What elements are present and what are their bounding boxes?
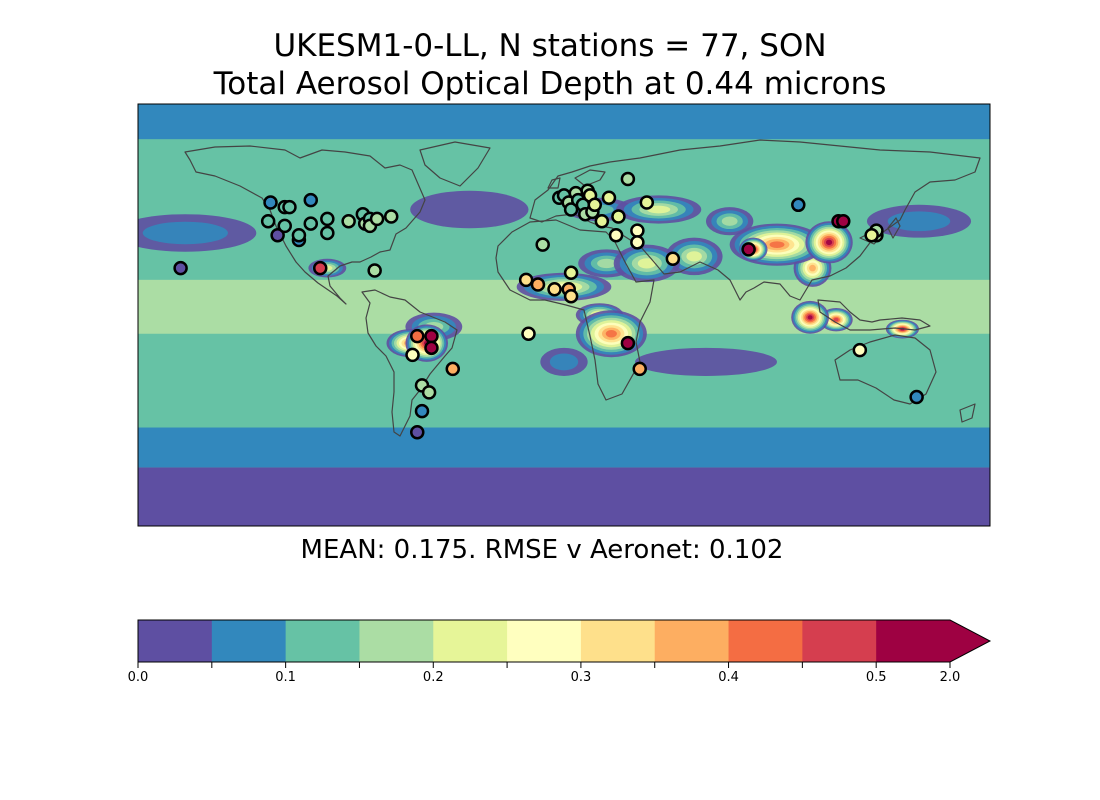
station-marker — [383, 209, 399, 224]
aod-field-band — [138, 467, 990, 526]
station-marker — [563, 288, 579, 304]
station-marker — [741, 242, 756, 257]
station-marker — [620, 335, 636, 351]
aod-field-contour — [887, 211, 951, 232]
station-marker — [791, 197, 806, 213]
colorbar-tick-label: 0.3 — [570, 670, 592, 685]
aod-field-contour — [410, 190, 529, 229]
colorbar-tick-label: 0.4 — [718, 670, 739, 685]
colorbar-tick-label: 0.5 — [865, 670, 887, 685]
colorbar-bin — [728, 620, 803, 662]
station-marker — [367, 263, 382, 278]
aod-field-contour — [142, 221, 228, 245]
station-marker — [421, 385, 437, 400]
colorbar-bin — [802, 620, 877, 662]
aod-field-contour — [635, 347, 777, 376]
station-marker — [632, 361, 647, 377]
station-marker — [909, 389, 924, 405]
colorbar-tick-label: 0.2 — [422, 670, 444, 685]
station-marker — [630, 235, 645, 250]
station-marker — [303, 216, 319, 231]
aod-field-layer — [138, 104, 990, 526]
colorbar-bin — [580, 620, 656, 662]
station-marker — [530, 277, 546, 292]
station-marker — [173, 260, 188, 276]
aod-field-band — [138, 427, 990, 468]
station-marker — [320, 211, 335, 227]
colorbar — [137, 619, 992, 668]
station-markers — [173, 171, 924, 440]
station-marker — [601, 190, 617, 206]
colorbar-tick-label: 0.0 — [127, 670, 149, 685]
mean-rmse-text: MEAN: 0.175. RMSE v Aeronet: 0.102 — [300, 535, 784, 565]
colorbar-bin — [433, 620, 508, 662]
station-marker — [405, 347, 420, 363]
aod-field-band — [138, 104, 990, 140]
aod-field-contour — [833, 318, 839, 322]
station-marker — [864, 228, 879, 243]
colorbar-bin — [359, 620, 434, 662]
station-marker — [563, 202, 579, 217]
station-marker — [852, 342, 868, 358]
colorbar-tick-label: 0.1 — [275, 670, 296, 685]
station-marker — [587, 197, 603, 213]
station-marker — [611, 209, 626, 224]
station-marker — [445, 361, 461, 377]
station-marker — [521, 326, 536, 342]
aod-field-contour — [825, 239, 833, 246]
station-marker — [410, 328, 425, 344]
station-marker — [369, 211, 385, 227]
aod-field-contour — [721, 216, 738, 226]
chart-title: UKESM1-0-LL, N stations = 77, SON — [273, 28, 827, 64]
colorbar-bin — [507, 620, 582, 662]
aod-field-contour — [807, 315, 813, 320]
station-marker — [608, 228, 624, 243]
station-marker — [594, 213, 610, 229]
station-marker — [665, 251, 681, 266]
station-marker — [424, 340, 439, 356]
colorbar-bin — [654, 620, 730, 662]
aod-field-contour — [769, 241, 785, 248]
aod-field-contour — [809, 264, 816, 272]
station-marker — [341, 213, 356, 229]
colorbar-bin — [285, 620, 360, 662]
station-marker — [424, 328, 439, 344]
aod-field-contour — [549, 353, 579, 371]
map-frame — [137, 103, 991, 527]
aod-field-contour — [637, 258, 656, 269]
colorbar-tick-label: 2.0 — [939, 670, 961, 685]
aod-field-contour — [686, 251, 702, 262]
aod-field-contour — [605, 330, 617, 338]
colorbar-bin — [138, 620, 213, 662]
station-marker — [312, 260, 328, 276]
station-marker — [620, 171, 636, 187]
station-marker — [836, 213, 851, 229]
station-marker — [630, 223, 645, 238]
colorbar-extend-arrow — [876, 620, 990, 662]
station-marker — [410, 424, 425, 440]
station-marker — [518, 272, 534, 288]
station-marker — [320, 225, 335, 241]
station-marker — [282, 199, 297, 215]
aod-field-contour — [647, 205, 671, 214]
station-marker — [547, 281, 562, 297]
chart-subtitle: Total Aerosol Optical Depth at 0.44 micr… — [213, 66, 887, 102]
colorbar-outline — [137, 619, 992, 663]
station-marker — [563, 265, 579, 281]
station-marker — [639, 195, 655, 210]
station-marker — [260, 213, 276, 229]
station-marker — [535, 237, 550, 252]
station-marker — [291, 228, 307, 243]
station-marker — [303, 192, 319, 208]
aod-field-contour — [597, 258, 617, 269]
station-marker — [414, 403, 430, 419]
station-marker — [277, 218, 292, 234]
station-marker — [270, 228, 285, 243]
station-marker — [263, 195, 278, 210]
colorbar-bin — [211, 620, 287, 662]
